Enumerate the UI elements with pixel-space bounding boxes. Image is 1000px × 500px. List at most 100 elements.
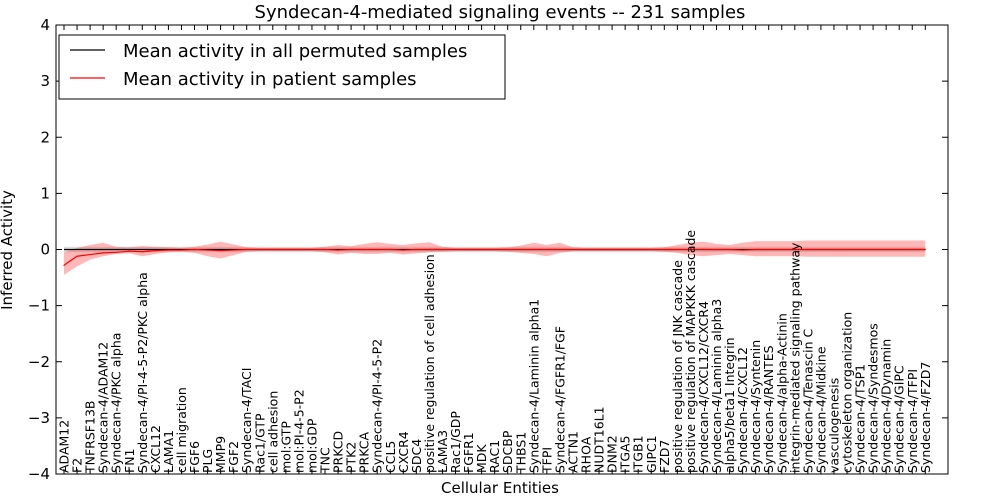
patient-point bbox=[833, 248, 835, 251]
patient-point bbox=[285, 248, 287, 251]
patient-point bbox=[611, 248, 613, 251]
patient-point bbox=[924, 248, 926, 251]
patient-point bbox=[520, 248, 522, 251]
x-tick-label: MDK bbox=[474, 444, 489, 473]
patient-point bbox=[298, 248, 300, 251]
patient-point bbox=[572, 248, 574, 251]
x-tick-label: RHOA bbox=[579, 436, 594, 473]
patient-point bbox=[63, 264, 65, 266]
patient-point bbox=[637, 248, 639, 251]
patient-point bbox=[689, 248, 692, 251]
x-tick-label: Syndecan-4/TACI bbox=[239, 368, 254, 473]
x-tick-label: integrin-mediated signaling pathway bbox=[787, 242, 802, 473]
x-tick-label: ADAM12 bbox=[57, 420, 72, 473]
patient-point bbox=[494, 248, 496, 251]
y-tick-label: −3 bbox=[28, 409, 50, 427]
x-tick-label: mol:GDP bbox=[304, 418, 319, 473]
y-tick-label: 0 bbox=[40, 241, 50, 259]
patient-point bbox=[585, 248, 587, 251]
patient-point bbox=[467, 248, 470, 251]
chart-title: Syndecan-4-mediated signaling events -- … bbox=[255, 2, 746, 23]
x-tick-label: FZD7 bbox=[657, 440, 672, 473]
patient-point bbox=[742, 249, 744, 251]
x-tick-label: ACTN1 bbox=[565, 431, 580, 473]
patient-point bbox=[507, 248, 509, 251]
patient-point bbox=[220, 250, 222, 252]
x-tick-label: Syndecan-4/Tenascin C bbox=[800, 328, 815, 473]
patient-point bbox=[233, 249, 235, 251]
patient-point bbox=[859, 248, 861, 251]
y-tick-label: −1 bbox=[28, 297, 50, 315]
patient-point bbox=[794, 248, 796, 251]
x-tick-label: Syndecan-4/Dynamin bbox=[879, 339, 894, 473]
patient-point bbox=[89, 253, 91, 256]
patient-point bbox=[193, 248, 196, 251]
patient-point bbox=[781, 248, 783, 251]
x-tick-label: SDCBP bbox=[500, 430, 515, 473]
patient-point bbox=[546, 248, 548, 251]
x-tick-label: TNC bbox=[318, 447, 333, 474]
patient-point bbox=[454, 248, 457, 251]
legend-label-permuted: Mean activity in all permuted samples bbox=[123, 41, 467, 62]
x-tick-label: FGF6 bbox=[187, 441, 202, 473]
x-tick-label: RAC1 bbox=[487, 440, 502, 473]
patient-point bbox=[428, 248, 430, 251]
patient-point bbox=[820, 248, 822, 251]
patient-point bbox=[272, 248, 274, 251]
x-tick-label: FN1 bbox=[122, 449, 137, 474]
x-tick-label: GIPC1 bbox=[644, 435, 659, 473]
x-tick-label: PRKCA bbox=[357, 432, 372, 473]
x-tick-label: Syndecan-4/alpha-Actinin bbox=[774, 313, 789, 473]
patient-point bbox=[180, 249, 183, 251]
x-tick-label: Syndecan-4/ADAM12 bbox=[96, 342, 111, 473]
x-tick-label: vasculogenesis bbox=[826, 378, 841, 473]
patient-point bbox=[376, 248, 378, 251]
x-tick-label: FGFR1 bbox=[461, 432, 476, 473]
x-tick-label: CCL5 bbox=[383, 441, 398, 473]
patient-point bbox=[76, 255, 78, 257]
x-tick-label: Syndecan-4/Laminin alpha1 bbox=[526, 299, 541, 473]
patient-point bbox=[337, 249, 339, 251]
patient-point bbox=[533, 248, 535, 251]
patient-point bbox=[598, 248, 600, 251]
x-tick-label: ITGB1 bbox=[631, 435, 646, 473]
patient-point bbox=[663, 248, 665, 251]
patient-point bbox=[872, 248, 874, 251]
x-tick-label: THBS1 bbox=[513, 432, 528, 474]
patient-point bbox=[402, 249, 404, 251]
x-tick-label: Syndecan-4/CXCL12/CXCR4 bbox=[696, 301, 711, 473]
x-tick-label: PTK2 bbox=[344, 442, 359, 473]
x-tick-label: Syndecan-4/CXCL12 bbox=[735, 347, 750, 473]
y-tick-label: 4 bbox=[40, 16, 50, 34]
y-tick-label: −2 bbox=[28, 353, 50, 371]
patient-point bbox=[246, 248, 248, 251]
x-tick-label: Syndecan-4/Syndesmos bbox=[866, 323, 881, 473]
patient-point bbox=[768, 248, 770, 251]
x-tick-label: CXCL12 bbox=[148, 425, 163, 473]
x-tick-label: FGF2 bbox=[226, 441, 241, 473]
x-tick-label: positive regulation of JNK cascade bbox=[670, 260, 685, 473]
patient-point bbox=[324, 248, 326, 251]
patient-point bbox=[206, 249, 209, 251]
patient-point bbox=[846, 248, 848, 251]
patient-point bbox=[259, 248, 261, 251]
patient-point bbox=[728, 248, 731, 251]
x-tick-label: LAMA3 bbox=[435, 430, 450, 473]
x-tick-label: PRKCD bbox=[331, 431, 346, 473]
patient-point bbox=[911, 248, 913, 251]
patient-point bbox=[102, 252, 104, 254]
y-tick-label: 3 bbox=[40, 72, 50, 90]
patient-point bbox=[389, 248, 391, 251]
x-tick-label: cytoskeleton organization bbox=[840, 312, 855, 473]
x-tick-label: cell adhesion bbox=[265, 391, 280, 473]
patient-point bbox=[885, 248, 887, 251]
x-tick-label: positive regulation of cell adhesion bbox=[422, 254, 437, 473]
patient-point bbox=[128, 250, 130, 252]
x-tick-label: Rac1/GTP bbox=[252, 413, 267, 473]
x-tick-label: TNFRSF13B bbox=[83, 401, 98, 474]
patient-point bbox=[702, 248, 705, 251]
x-tick-label: Syndecan-4/Syntenin bbox=[748, 340, 763, 473]
x-tick-label: Syndecan-4/PI-4-5-P2/PKC alpha bbox=[135, 272, 150, 473]
patient-point bbox=[363, 248, 365, 251]
x-tick-label: NUDT16L1 bbox=[592, 406, 607, 473]
